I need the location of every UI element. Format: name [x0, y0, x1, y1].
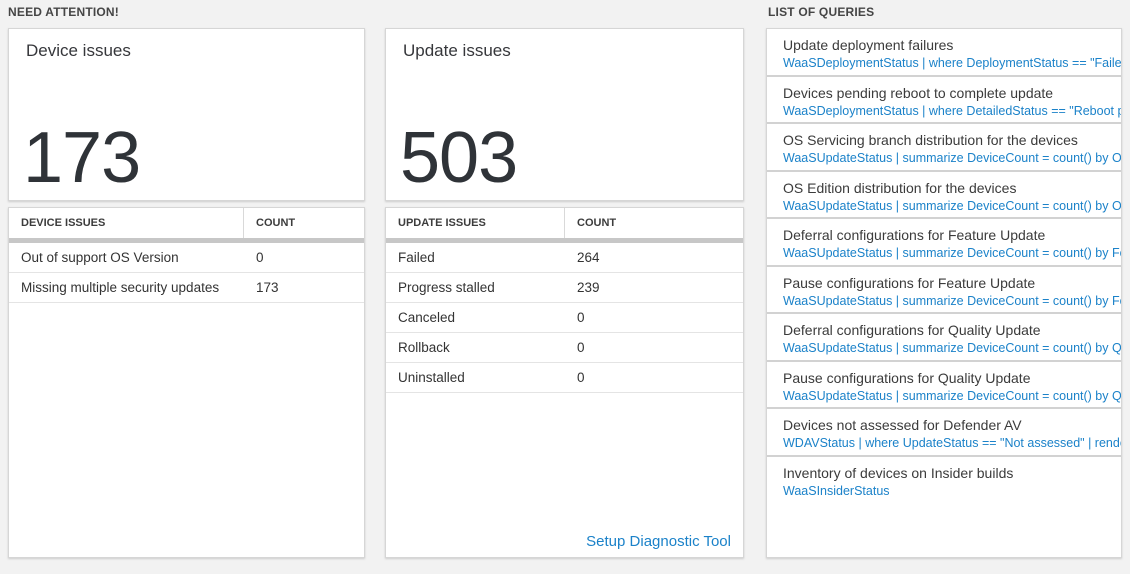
query-title: Deferral configurations for Feature Upda…: [783, 227, 1046, 243]
query-title: OS Edition distribution for the devices: [783, 179, 1017, 196]
saved-query-item[interactable]: OS Servicing branch distribution for the…: [767, 124, 1121, 172]
column-header-device-issues: DEVICE ISSUES: [9, 208, 244, 238]
query-text: WaaSUpdateStatus | summarize DeviceCount…: [783, 293, 1121, 308]
row-count: 0: [577, 370, 585, 385]
column-header-count: COUNT: [256, 217, 296, 229]
update-issues-rows: Failed 264 Progress stalled 239 Canceled…: [386, 243, 743, 393]
list-of-queries-section-title: LIST OF QUERIES: [768, 5, 875, 19]
table-row[interactable]: Uninstalled 0: [386, 363, 743, 393]
saved-query-item[interactable]: OS Edition distribution for the devices …: [767, 172, 1121, 219]
query-text: WaaSUpdateStatus | summarize DeviceCount…: [783, 246, 1121, 260]
table-row[interactable]: Failed 264: [386, 243, 743, 273]
table-row[interactable]: Canceled 0: [386, 303, 743, 333]
row-label: Uninstalled: [398, 370, 465, 385]
saved-query-item[interactable]: Inventory of devices on Insider builds W…: [767, 457, 1121, 505]
query-text: WaaSInsiderStatus: [783, 483, 890, 498]
device-issues-rows: Out of support OS Version 0 Missing mult…: [9, 243, 364, 303]
row-label: Out of support OS Version: [21, 250, 179, 265]
query-title: OS Servicing branch distribution for the…: [783, 132, 1078, 148]
column-header-count: COUNT: [577, 217, 617, 229]
device-issues-tile[interactable]: Device issues 173: [8, 28, 365, 201]
update-issues-table: UPDATE ISSUES COUNT Failed 264 Progress …: [385, 207, 744, 558]
saved-query-item[interactable]: Devices pending reboot to complete updat…: [767, 77, 1121, 124]
row-count: 0: [577, 310, 585, 325]
saved-query-item[interactable]: Pause configurations for Feature Update …: [767, 267, 1121, 314]
table-row[interactable]: Rollback 0: [386, 333, 743, 363]
query-title: Deferral configurations for Quality Upda…: [783, 322, 1041, 338]
query-title: Devices not assessed for Defender AV: [783, 417, 1022, 433]
row-count: 0: [577, 340, 585, 355]
query-text: WaaSDeploymentStatus | where DeploymentS…: [783, 56, 1121, 70]
table-row[interactable]: Out of support OS Version 0: [9, 243, 364, 273]
setup-diagnostic-tool-link[interactable]: Setup Diagnostic Tool: [586, 533, 731, 550]
query-text: WaaSUpdateStatus | summarize DeviceCount…: [783, 341, 1121, 355]
list-of-queries-panel: Update deployment failures WaaSDeploymen…: [766, 28, 1122, 558]
query-text: WaaSUpdateStatus | summarize DeviceCount…: [783, 388, 1121, 403]
row-label: Canceled: [398, 310, 456, 325]
query-title: Update deployment failures: [783, 37, 954, 53]
query-text: WaaSUpdateStatus | summarize DeviceCount…: [783, 198, 1121, 213]
saved-query-item[interactable]: Devices not assessed for Defender AV WDA…: [767, 409, 1121, 457]
table-scrollbar[interactable]: [386, 238, 743, 243]
saved-query-item[interactable]: Deferral configurations for Quality Upda…: [767, 314, 1121, 362]
column-header-update-issues: UPDATE ISSUES: [386, 208, 565, 238]
row-count: 239: [577, 280, 600, 295]
query-text: WaaSUpdateStatus | summarize DeviceCount…: [783, 151, 1121, 165]
table-scrollbar[interactable]: [9, 238, 364, 243]
update-issues-table-header: UPDATE ISSUES COUNT: [386, 208, 743, 238]
row-count: 173: [256, 280, 279, 295]
query-title: Pause configurations for Quality Update: [783, 369, 1031, 386]
query-title: Devices pending reboot to complete updat…: [783, 84, 1054, 101]
device-issues-table-header: DEVICE ISSUES COUNT: [9, 208, 364, 238]
table-row[interactable]: Missing multiple security updates 173: [9, 273, 364, 303]
saved-query-item[interactable]: Pause configurations for Quality Update …: [767, 362, 1121, 409]
device-issues-count: 173: [23, 118, 141, 199]
update-issues-count: 503: [400, 118, 518, 199]
row-count: 0: [256, 250, 264, 265]
device-issues-title: Device issues: [26, 41, 131, 60]
row-label: Failed: [398, 250, 435, 265]
need-attention-section-title: NEED ATTENTION!: [8, 5, 119, 19]
query-title: Inventory of devices on Insider builds: [783, 464, 1014, 481]
update-issues-title: Update issues: [403, 41, 511, 60]
saved-query-item[interactable]: Update deployment failures WaaSDeploymen…: [767, 29, 1121, 77]
table-row[interactable]: Progress stalled 239: [386, 273, 743, 303]
query-title: Pause configurations for Feature Update: [783, 274, 1036, 291]
row-label: Missing multiple security updates: [21, 280, 220, 295]
row-label: Rollback: [398, 340, 450, 355]
row-label: Progress stalled: [398, 280, 495, 295]
row-count: 264: [577, 250, 600, 265]
saved-query-item[interactable]: Deferral configurations for Feature Upda…: [767, 219, 1121, 267]
query-text: WaaSDeploymentStatus | where DetailedSta…: [783, 103, 1121, 118]
update-issues-tile[interactable]: Update issues 503: [385, 28, 744, 201]
device-issues-table: DEVICE ISSUES COUNT Out of support OS Ve…: [8, 207, 365, 558]
query-text: WDAVStatus | where UpdateStatus == "Not …: [783, 436, 1121, 450]
